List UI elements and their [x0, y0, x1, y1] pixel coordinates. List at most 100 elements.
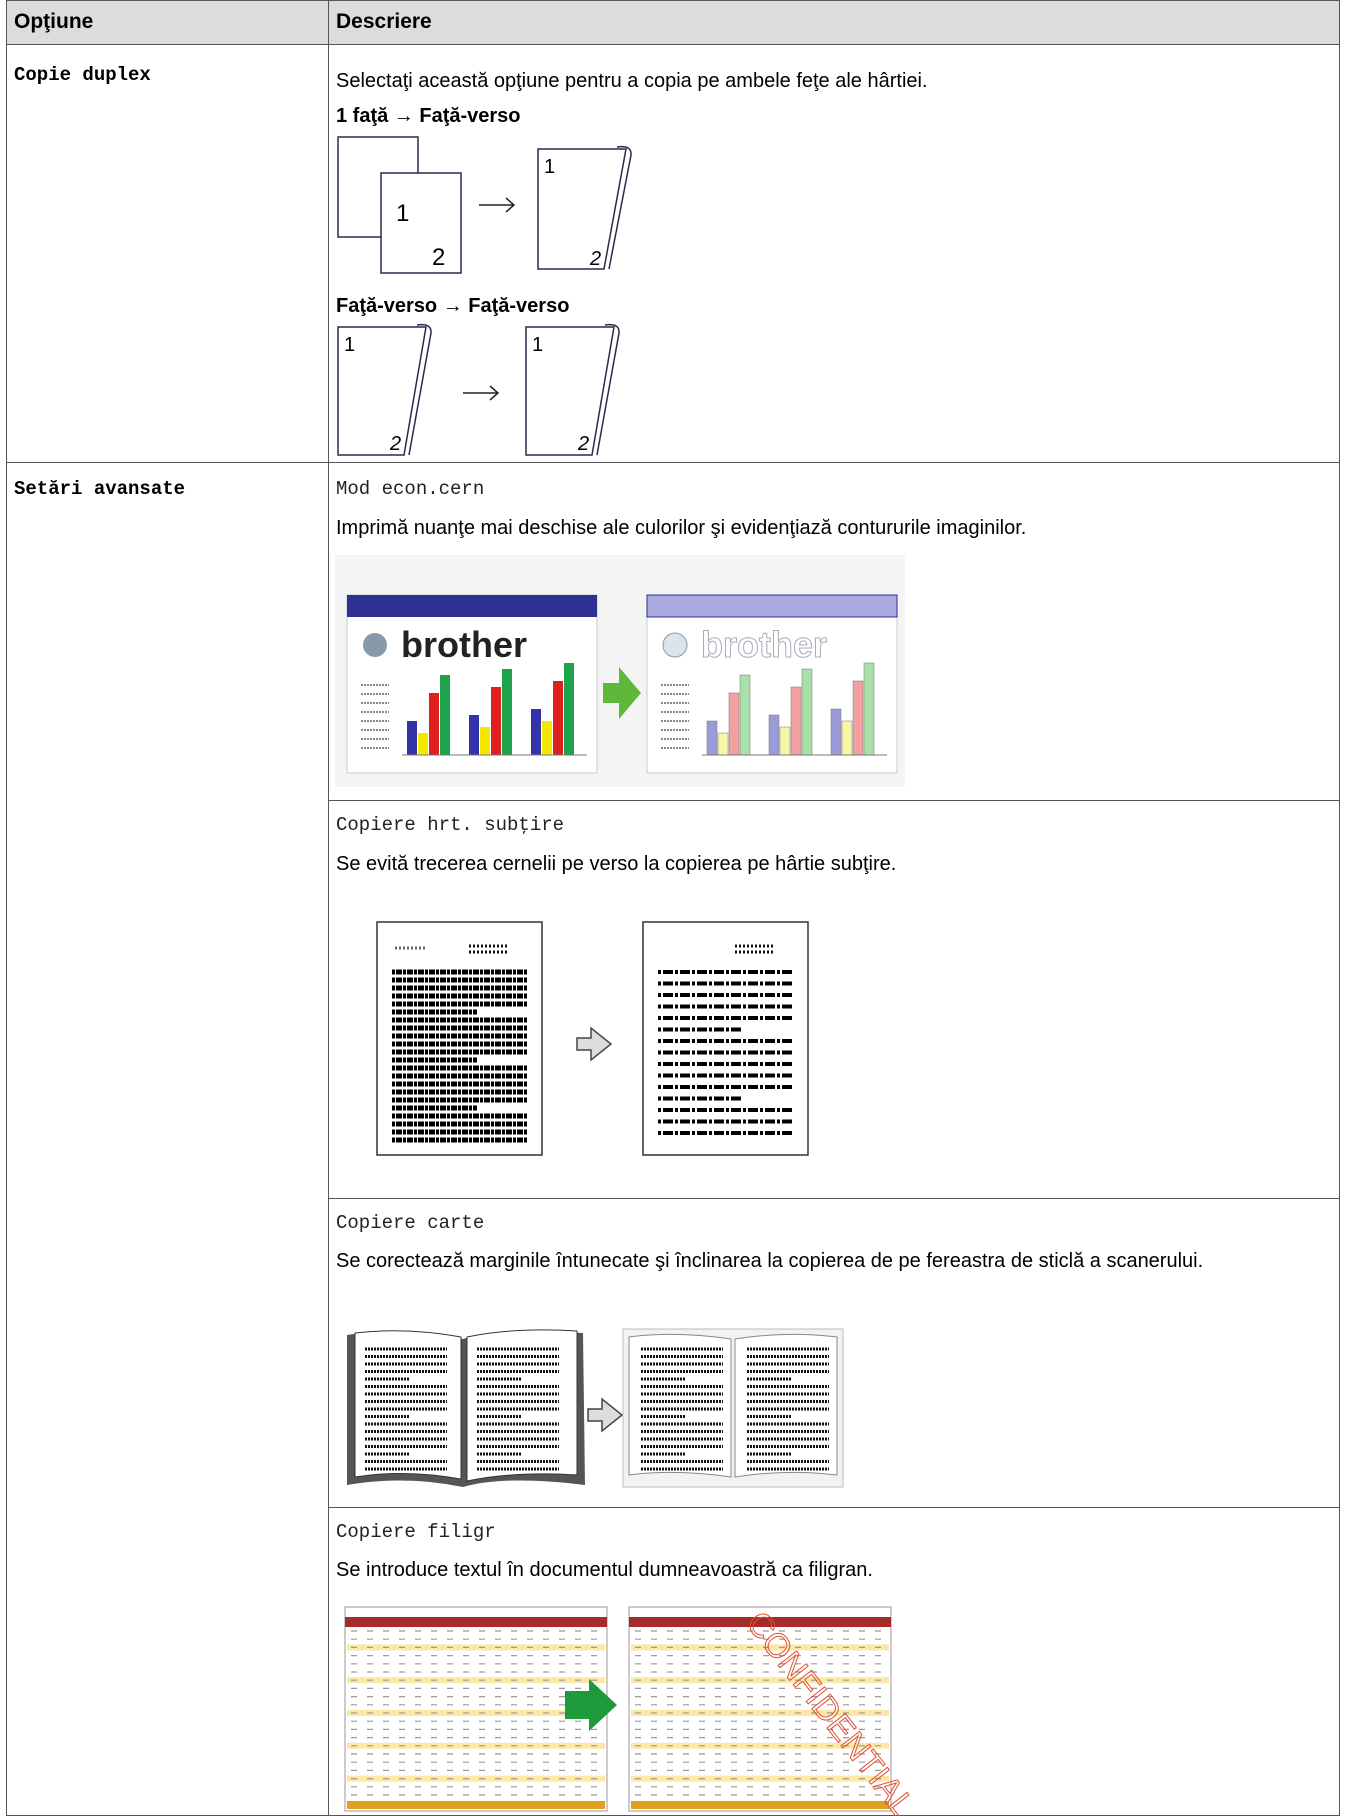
page-fold	[408, 323, 432, 456]
page	[525, 326, 615, 456]
chart-bar	[768, 714, 780, 756]
globe	[363, 633, 387, 657]
page	[337, 326, 427, 456]
chart-bar	[469, 715, 479, 755]
chart-bar	[863, 662, 875, 756]
book-page	[466, 1329, 578, 1482]
panel-header	[347, 595, 597, 617]
border	[6, 462, 1340, 463]
chart-bar	[491, 687, 501, 755]
duplex-illustration: 1 2 1 2	[337, 323, 620, 456]
chart-bar	[407, 721, 417, 755]
description: Imprimă nuanţe mai deschise ale culorilo…	[336, 517, 1027, 539]
page-fold	[608, 145, 632, 270]
row-band	[631, 1677, 889, 1684]
page-number: 1	[396, 200, 409, 227]
table-header	[6, 0, 1340, 44]
row-band	[631, 1775, 889, 1782]
arrow	[587, 1397, 624, 1433]
ink-save-illustration: brother brother	[335, 555, 905, 787]
row-band	[347, 1710, 605, 1716]
chart-bar	[841, 720, 853, 756]
chart-bar	[564, 663, 574, 755]
chart-bar	[480, 727, 490, 755]
description: Se corectează marginile întunecate şi în…	[336, 1250, 1204, 1272]
description: Selectaţi această opţiune pentru a copia…	[336, 70, 928, 92]
page	[380, 172, 462, 274]
border	[6, 0, 7, 1816]
description: Se evită trecerea cernelii pe verso la c…	[336, 853, 897, 875]
row-band	[631, 1801, 889, 1809]
sheet-header	[629, 1617, 891, 1627]
page-fold	[596, 323, 620, 456]
border	[328, 1198, 1340, 1199]
brand: brother	[701, 624, 827, 665]
page-number: 2	[432, 244, 445, 271]
border	[328, 0, 329, 1816]
arrow	[463, 385, 500, 401]
page-number: 2	[389, 433, 401, 455]
page	[642, 921, 809, 1156]
row-band	[631, 1742, 889, 1749]
arrow	[576, 1026, 613, 1062]
sheet-header	[345, 1617, 607, 1627]
chart-bar	[852, 680, 864, 756]
watermark-illustration: CONFIDENTIAL	[344, 1604, 923, 1816]
chart-bar	[531, 709, 541, 755]
row-band	[631, 1710, 889, 1716]
arrow	[603, 667, 641, 719]
chart-bar	[801, 668, 813, 756]
chart-bar	[706, 720, 718, 756]
option-name: Setări avansate	[14, 478, 186, 500]
page-number: 1	[532, 334, 543, 356]
mode-label: 1 faţă → Faţă-verso	[336, 105, 521, 127]
row-band	[631, 1644, 889, 1651]
panel-header	[646, 594, 898, 618]
page-number: 2	[577, 433, 589, 455]
brand: brother	[401, 624, 527, 665]
chart-bar	[830, 708, 842, 756]
setting-name: Mod econ.cern	[336, 478, 485, 500]
page	[537, 148, 627, 270]
chart-bar	[779, 726, 791, 756]
chart-bar	[553, 681, 563, 755]
description: Se introduce textul în documentul dumnea…	[336, 1559, 873, 1581]
header-cell: Descriere	[336, 10, 432, 33]
page-number: 1	[344, 334, 355, 356]
mode-label: Faţă-verso → Faţă-verso	[336, 295, 570, 317]
arrow	[479, 197, 516, 213]
arrow	[565, 1679, 617, 1731]
book-page	[354, 1330, 462, 1480]
row-band	[347, 1775, 605, 1782]
border	[6, 0, 1340, 1]
chart-bar	[717, 732, 729, 756]
border	[328, 800, 1340, 801]
setting-name: Copiere carte	[336, 1212, 485, 1234]
row-band	[347, 1644, 605, 1651]
row-band	[347, 1742, 605, 1749]
setting-name: Copiere filigr	[336, 1521, 496, 1543]
chart-bar	[440, 675, 450, 755]
row-band	[347, 1677, 605, 1684]
setting-name: Copiere hrt. subţire	[336, 814, 565, 836]
chart-bar	[790, 686, 802, 756]
chart-bar	[739, 674, 751, 756]
page-number: 1	[544, 156, 555, 178]
row-band	[347, 1801, 605, 1809]
border	[1339, 0, 1340, 1816]
border	[328, 1507, 1340, 1508]
page-number: 2	[589, 248, 601, 270]
header-cell: Opţiune	[14, 10, 94, 33]
globe	[662, 632, 688, 658]
chart-bar	[542, 721, 552, 755]
chart-bar	[429, 693, 439, 755]
border	[6, 44, 1340, 45]
chart-bar	[502, 669, 512, 755]
chart-bar	[728, 692, 740, 756]
chart-bar	[418, 733, 428, 755]
thin-paper-illustration	[376, 921, 809, 1156]
book-copy-illustration	[347, 1328, 844, 1488]
option-name: Copie duplex	[14, 64, 151, 86]
duplex-illustration: 1 2 1 2	[337, 136, 632, 274]
